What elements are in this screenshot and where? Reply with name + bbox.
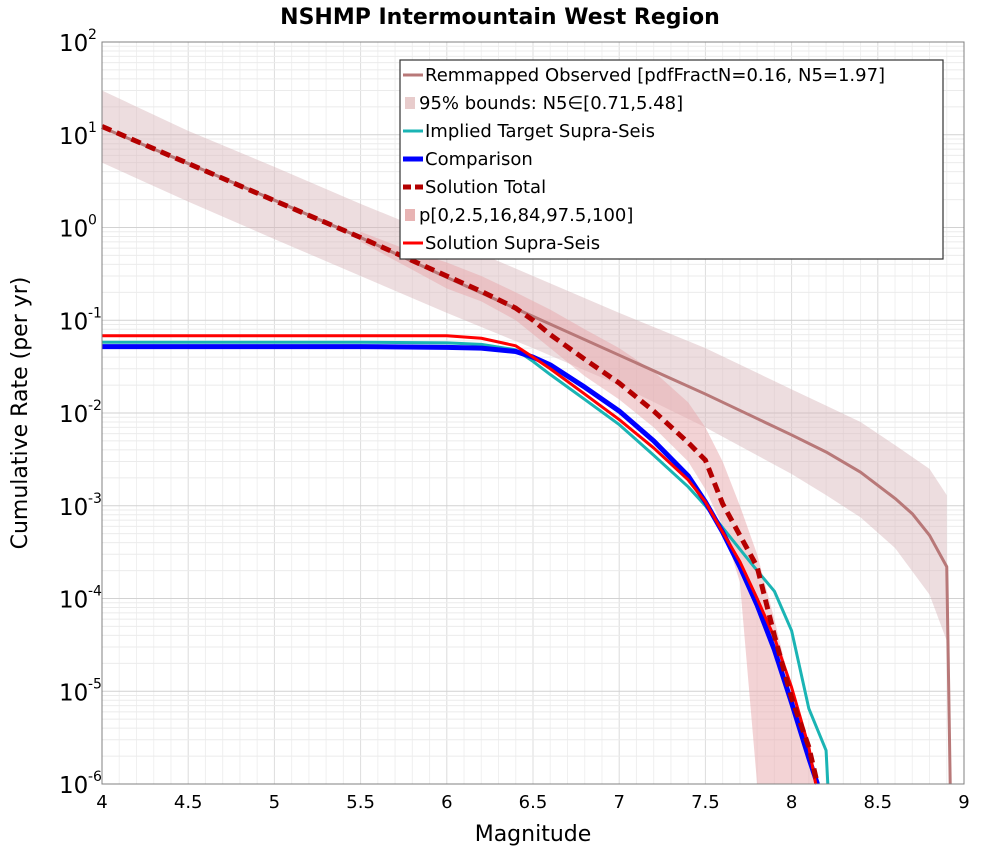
y-tick-exponent: -3 (88, 491, 102, 507)
y-tick-exponent: -6 (88, 769, 102, 785)
y-tick-base: 10 (59, 124, 88, 150)
y-tick-base: 10 (59, 309, 88, 335)
legend-item: 95% bounds: N5∈[0.71,5.48] (405, 93, 683, 114)
x-tick-label: 7 (613, 792, 624, 813)
legend-box (399, 59, 944, 260)
series-lines (101, 124, 952, 785)
legend-swatch (405, 97, 415, 109)
legend-item: Comparison (403, 149, 533, 170)
y-tick-exponent: 1 (88, 120, 97, 136)
series-line-3 (102, 334, 818, 785)
y-tick-exponent: -4 (88, 584, 102, 600)
x-tick-label: 8 (786, 792, 797, 813)
y-tick-base: 10 (59, 588, 88, 614)
y-tick-exponent: 0 (88, 213, 97, 229)
legend-item: Solution Supra-Seis (403, 233, 600, 254)
y-tick-base: 10 (59, 773, 88, 799)
y-axis-label: Cumulative Rate (per yr) (8, 277, 33, 550)
y-tick-exponent: 2 (88, 27, 97, 43)
legend-label: p[0,2.5,16,84,97.5,100] (419, 205, 633, 226)
x-tick-label: 4 (96, 792, 107, 813)
legend-label: Solution Supra-Seis (425, 233, 600, 254)
series-line-0 (101, 126, 952, 785)
y-tick-base: 10 (59, 495, 88, 521)
legend-swatch (405, 209, 415, 221)
x-tick-label: 9 (958, 792, 969, 813)
x-tick-label: 8.5 (863, 792, 892, 813)
x-tick-label: 7.5 (691, 792, 720, 813)
y-tick-base: 10 (59, 217, 88, 243)
x-tick-label: 5 (269, 792, 280, 813)
legend-item: Implied Target Supra-Seis (403, 121, 655, 142)
y-tick-exponent: -2 (88, 398, 102, 414)
legend-label: 95% bounds: N5∈[0.71,5.48] (419, 93, 683, 114)
x-axis-label: Magnitude (475, 822, 592, 847)
plot-frame (101, 41, 965, 785)
legend-label: Solution Total (425, 177, 546, 198)
x-tick-label: 5.5 (346, 792, 375, 813)
x-tick-label: 6 (441, 792, 452, 813)
x-tick-label: 6.5 (519, 792, 548, 813)
series-line-4 (101, 124, 820, 785)
legend-item: Remmapped Observed [pdfFractN=0.16, N5=1… (403, 65, 885, 86)
legend-item: p[0,2.5,16,84,97.5,100] (405, 205, 633, 226)
y-tick-base: 10 (59, 402, 88, 428)
legend-label: Comparison (425, 149, 533, 170)
x-axis-ticks: 4 4.5 5 5.5 6 6.5 7 7.5 8 8.5 9 (96, 792, 969, 813)
band-0 (102, 90, 947, 641)
y-tick-exponent: -1 (88, 305, 102, 321)
series-line-1 (102, 340, 830, 785)
x-tick-label: 4.5 (174, 792, 203, 813)
y-tick-base: 10 (59, 31, 88, 57)
legend-label: Implied Target Supra-Seis (425, 121, 655, 142)
chart-title: NSHMP Intermountain West Region (280, 5, 720, 30)
y-tick-exponent: -5 (88, 676, 102, 692)
y-tick-base: 10 (59, 680, 88, 706)
legend-item: Solution Total (403, 177, 546, 198)
series-line-2 (102, 344, 820, 785)
legend-label: Remmapped Observed [pdfFractN=0.16, N5=1… (425, 65, 885, 86)
legend: Remmapped Observed [pdfFractN=0.16, N5=1… (399, 59, 944, 260)
legend-items: Remmapped Observed [pdfFractN=0.16, N5=1… (403, 65, 885, 254)
